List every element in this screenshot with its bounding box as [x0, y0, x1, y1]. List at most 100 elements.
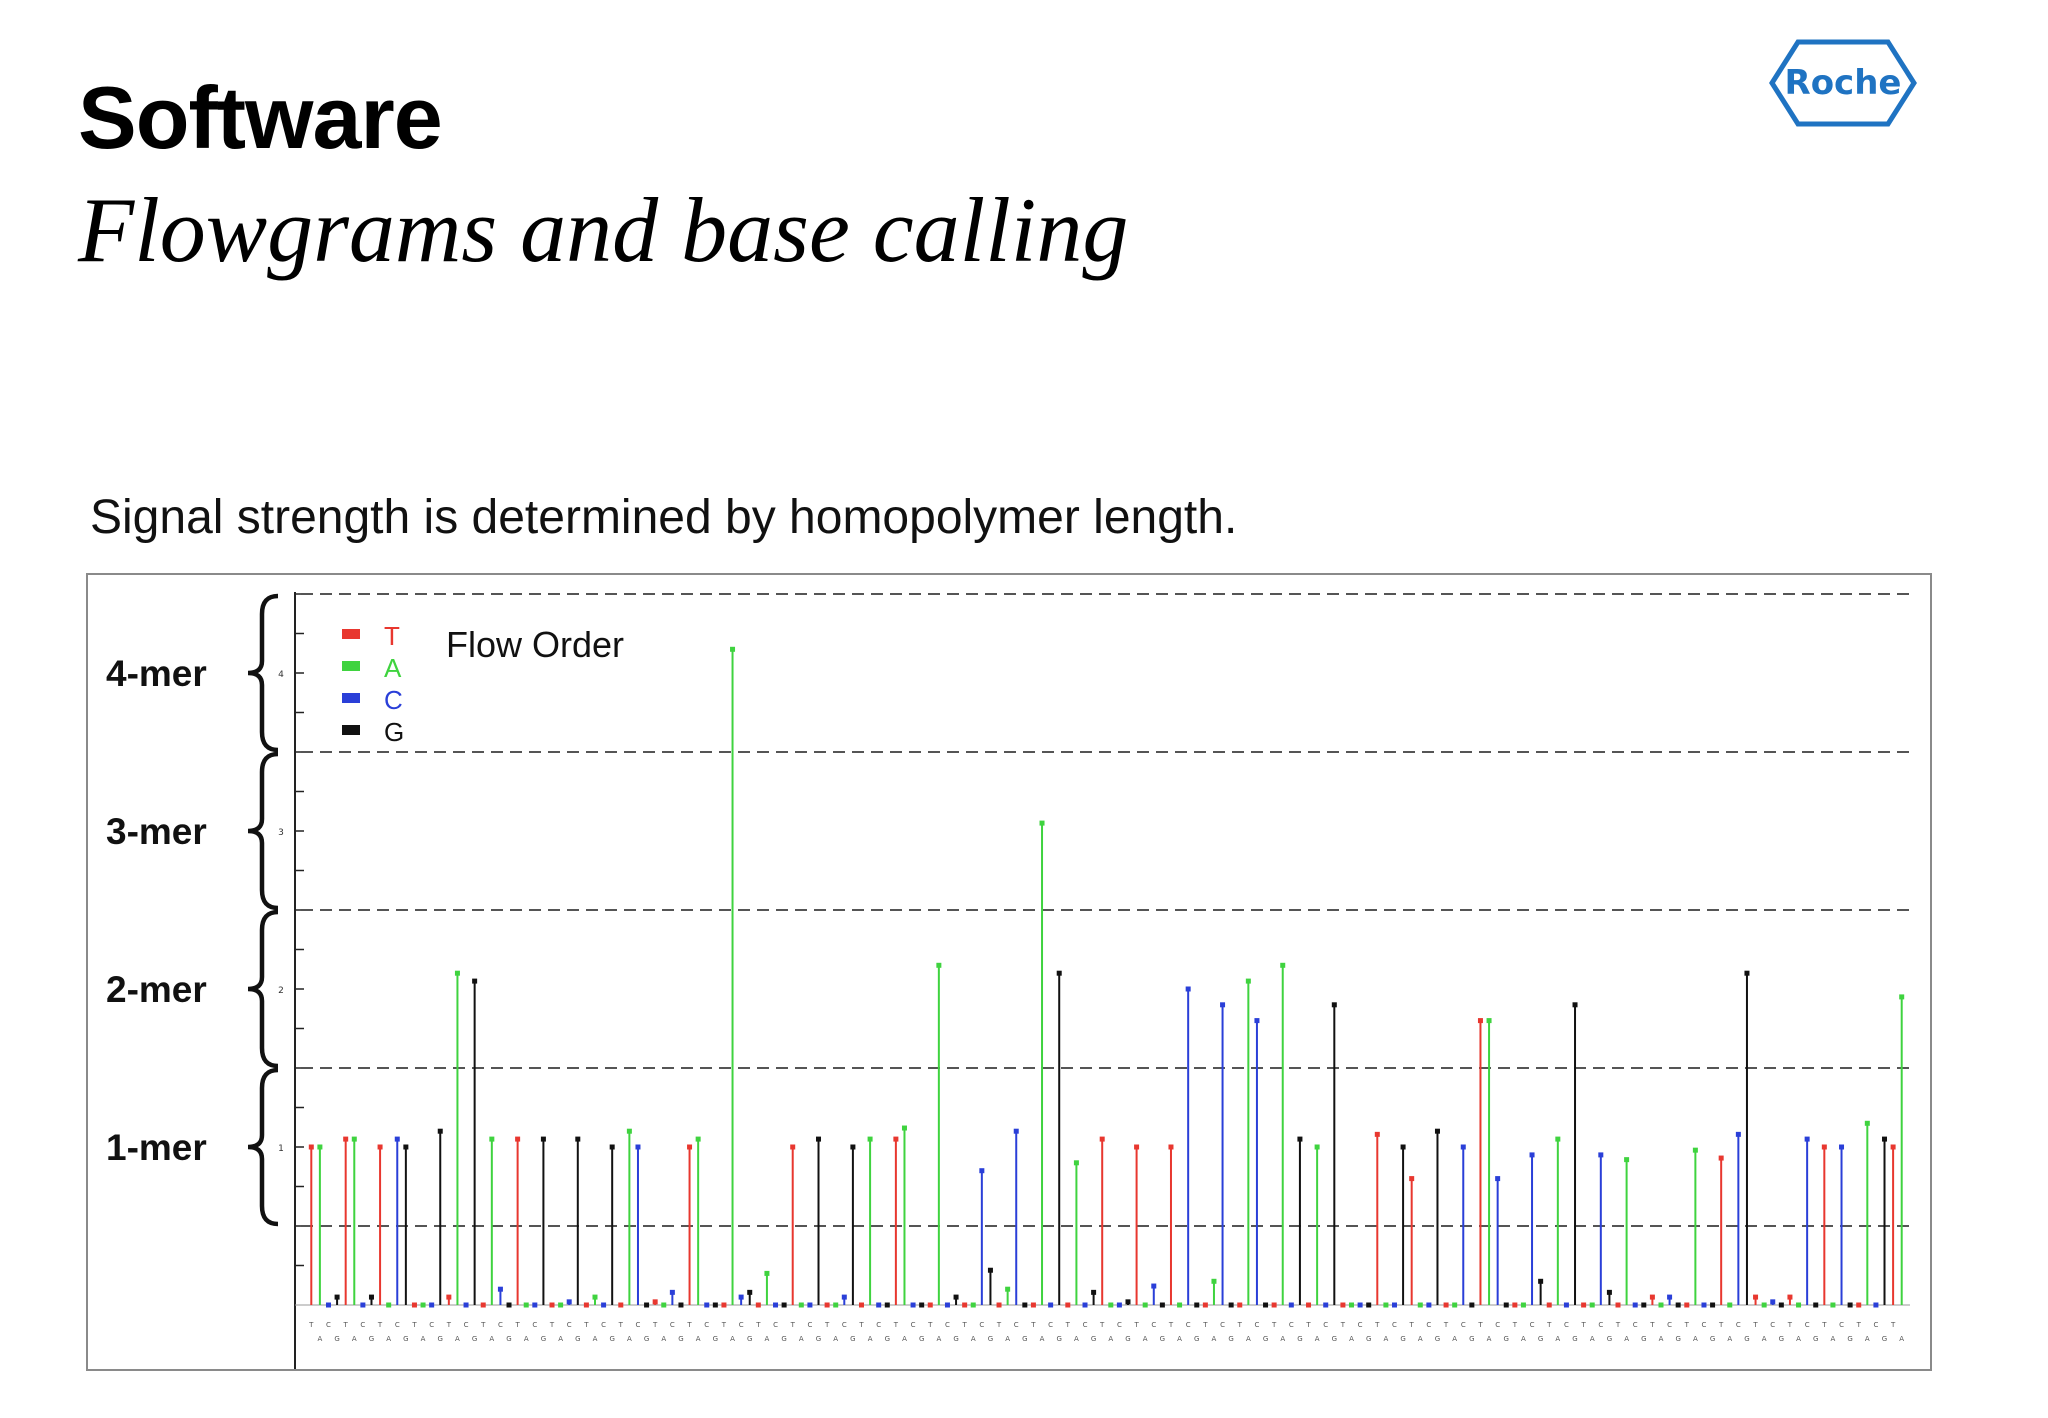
x-tick-label: A [558, 1335, 563, 1343]
x-tick-label: A [1590, 1335, 1595, 1343]
x-tick-label: A [1831, 1335, 1836, 1343]
flow-bar-cap [411, 1302, 417, 1308]
flow-bar-cap [876, 1302, 882, 1308]
flow-bar-cap [1598, 1152, 1604, 1158]
y-tick-label: 2 [278, 986, 284, 996]
flow-bar-cap [1022, 1302, 1028, 1308]
flow-bar-cap [549, 1302, 555, 1308]
flow-bar-cap [1658, 1302, 1664, 1308]
flow-bar-cap [1710, 1302, 1716, 1308]
x-tick-label: C [1117, 1321, 1122, 1329]
x-tick-label: A [730, 1335, 735, 1343]
x-tick-label: A [1487, 1335, 1492, 1343]
flow-bar-cap [583, 1302, 589, 1308]
x-tick-label: C [739, 1321, 744, 1329]
x-tick-label: G [988, 1335, 993, 1343]
x-tick-label: A [661, 1335, 666, 1343]
flow-bar-cap [1254, 1018, 1260, 1024]
x-tick-label: G [1091, 1335, 1096, 1343]
flow-bar-cap [833, 1302, 839, 1308]
flow-bar-cap [1366, 1302, 1372, 1308]
flow-bar-cap [1692, 1147, 1698, 1153]
flow-bar-cap [773, 1302, 779, 1308]
x-tick-label: G [713, 1335, 718, 1343]
flow-bar-cap [1873, 1302, 1879, 1308]
flow-bar-cap [1125, 1299, 1131, 1305]
x-tick-label: G [781, 1335, 786, 1343]
x-tick-label: A [1624, 1335, 1629, 1343]
flow-bar-cap [601, 1302, 607, 1308]
x-tick-label: G [334, 1335, 339, 1343]
x-tick-label: T [927, 1321, 933, 1329]
roche-logo-text: Roche [1785, 63, 1902, 103]
flow-bar-cap [446, 1294, 452, 1300]
flow-bar-cap [858, 1302, 864, 1308]
mer-label: 4-mer [106, 653, 207, 694]
x-tick-label: T [1409, 1321, 1415, 1329]
flow-bar-cap [1151, 1283, 1157, 1289]
x-tick-label: G [506, 1335, 511, 1343]
flow-bar-cap [884, 1302, 890, 1308]
x-tick-label: G [1366, 1335, 1371, 1343]
flow-bar-cap [1013, 1128, 1019, 1134]
x-tick-label: C [1392, 1321, 1397, 1329]
x-tick-label: C [1220, 1321, 1225, 1329]
flow-bar-cap [669, 1289, 675, 1295]
x-tick-label: A [317, 1335, 322, 1343]
flow-bar-cap [343, 1136, 349, 1142]
flow-bar-cap [1546, 1302, 1552, 1308]
x-tick-label: T [1030, 1321, 1036, 1329]
x-tick-label: C [1873, 1321, 1878, 1329]
flow-bar-cap [1065, 1302, 1071, 1308]
chart-caption: Signal strength is determined by homopol… [90, 491, 1238, 544]
flow-bar-cap [1383, 1302, 1389, 1308]
x-tick-label: G [609, 1335, 614, 1343]
roche-logo: Roche [1769, 39, 1917, 127]
x-tick-label: A [1452, 1335, 1457, 1343]
flow-bar-cap [1555, 1136, 1561, 1142]
flow-bar-cap [738, 1294, 744, 1300]
x-tick-label: C [842, 1321, 847, 1329]
flow-bar-cap [927, 1302, 933, 1308]
x-tick-label: T [1340, 1321, 1346, 1329]
flow-bar-cap [1520, 1302, 1526, 1308]
x-tick-label: C [395, 1321, 400, 1329]
x-tick-label: G [1160, 1335, 1165, 1343]
x-tick-label: A [1005, 1335, 1010, 1343]
flow-bar-cap [1331, 1002, 1337, 1008]
x-tick-label: G [1056, 1335, 1061, 1343]
x-tick-label: T [893, 1321, 899, 1329]
flow-bar-cap [618, 1302, 624, 1308]
x-tick-label: G [575, 1335, 580, 1343]
x-tick-label: A [1040, 1335, 1045, 1343]
flow-bar-cap [1753, 1294, 1759, 1300]
x-tick-label: G [1022, 1335, 1027, 1343]
flow-bar-cap [1220, 1002, 1226, 1008]
flow-bar-cap [1263, 1302, 1269, 1308]
x-tick-label: G [678, 1335, 683, 1343]
x-tick-label: G [1332, 1335, 1337, 1343]
flow-bar-cap [1899, 994, 1905, 1000]
flow-bar-cap [1297, 1136, 1303, 1142]
x-tick-label: T [721, 1321, 727, 1329]
flow-bar-cap [695, 1136, 701, 1142]
flow-bar-cap [944, 1302, 950, 1308]
x-tick-label: C [1461, 1321, 1466, 1329]
flow-bar-cap [497, 1286, 503, 1292]
x-tick-label: C [1048, 1321, 1053, 1329]
y-tick-label: 3 [278, 828, 284, 838]
flow-bar-cap [936, 962, 942, 968]
flow-bar-cap [334, 1294, 340, 1300]
flow-bar-cap [1185, 986, 1191, 992]
flow-bar-cap [403, 1144, 409, 1150]
x-tick-label: G [1125, 1335, 1130, 1343]
x-tick-label: C [773, 1321, 778, 1329]
x-tick-label: C [326, 1321, 331, 1329]
x-tick-label: C [1667, 1321, 1672, 1329]
flow-bar-cap [1005, 1286, 1011, 1292]
x-tick-label: C [1736, 1321, 1741, 1329]
x-tick-label: C [979, 1321, 984, 1329]
flow-bar-cap [1434, 1128, 1440, 1134]
legend-swatch [342, 725, 360, 735]
flow-bar-cap [1340, 1302, 1346, 1308]
